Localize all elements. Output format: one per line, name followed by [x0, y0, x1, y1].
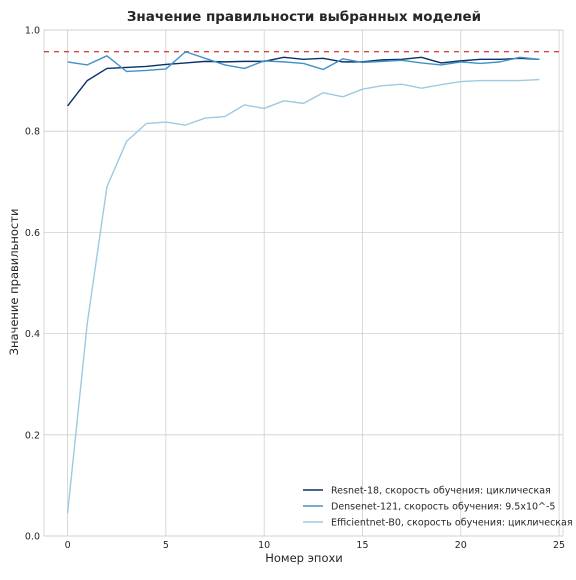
x-tick-label: 10	[258, 540, 270, 551]
series-line-2	[67, 51, 540, 73]
x-tick-label: 15	[356, 540, 368, 551]
y-tick-label: 0.6	[25, 228, 40, 239]
y-axis-label: Значение правильности	[7, 209, 21, 356]
x-tick-label: 0	[65, 540, 71, 551]
y-tick-label: 0.2	[25, 430, 40, 441]
tick-labels: 0 5 10 15 20 25 0.0 0.2 0.4 0.6 0.8 1.0	[25, 26, 565, 552]
plot-frame	[43, 29, 564, 537]
series-line-1	[67, 56, 540, 107]
x-axis-label: Номер эпохи	[265, 551, 343, 565]
chart-title: Значение правильности выбранных моделей	[127, 9, 481, 25]
x-tick-label: 20	[455, 540, 467, 551]
y-tick-label: 1.0	[25, 26, 40, 37]
grid	[44, 29, 563, 537]
legend-label: Efficientnet-B0, скорость обучения: цикл…	[331, 518, 573, 529]
legend-label: Resnet-18, скорость обучения: циклическа…	[331, 486, 551, 497]
legend: Resnet-18, скорость обучения: циклическа…	[303, 486, 573, 529]
x-tick-label: 25	[553, 540, 565, 551]
series-lines	[66, 51, 540, 514]
y-tick-label: 0.4	[25, 329, 40, 340]
x-tick-label: 5	[163, 540, 169, 551]
y-tick-label: 0.8	[25, 127, 40, 138]
y-tick-label: 0.0	[25, 532, 40, 543]
legend-label: Densenet-121, скорость обучения: 9.5x10^…	[331, 502, 555, 513]
series-line-3	[66, 78, 540, 514]
